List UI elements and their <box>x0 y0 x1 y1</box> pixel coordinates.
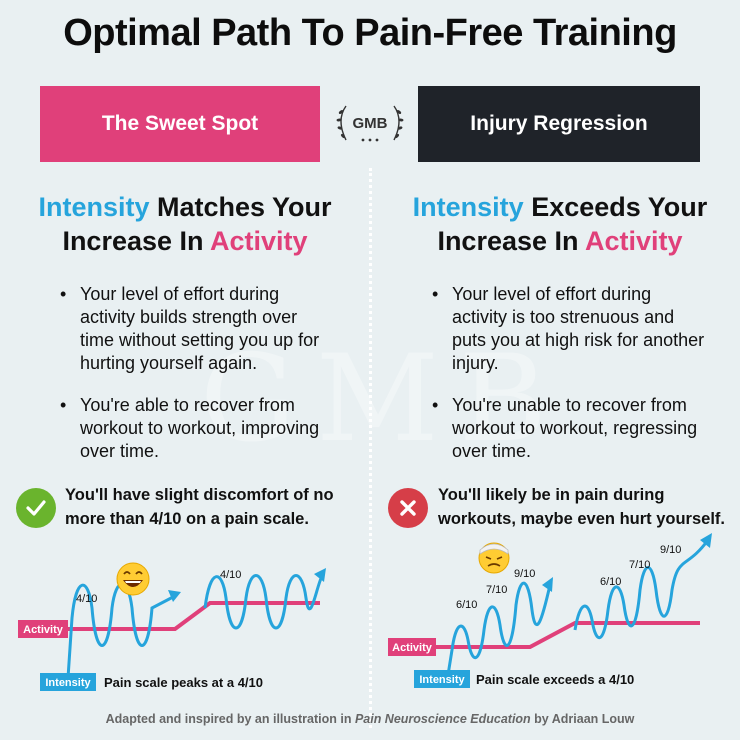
check-icon <box>26 500 46 516</box>
intensity-wave-2 <box>573 539 710 640</box>
left-bullets: Your level of effort during activity bui… <box>60 283 325 482</box>
logo-text: GMB <box>353 115 388 132</box>
list-item: Your level of effort during activity is … <box>432 283 707 375</box>
peak-label: 4/10 <box>220 569 241 581</box>
left-heading-activity: Activity <box>210 226 308 256</box>
right-bullets: Your level of effort during activity is … <box>432 283 707 482</box>
intensity-tag <box>414 670 470 688</box>
footer-book-title: Pain Neuroscience Education <box>354 712 531 726</box>
graph-caption: Pain scale peaks at a 4/10 <box>104 675 263 690</box>
right-graph: Activity Intensity Pain scale exceeds a … <box>388 533 712 688</box>
peak-label: 6/10 <box>600 576 621 588</box>
activity-line <box>388 621 700 649</box>
list-item: Your level of effort during activity bui… <box>60 283 325 375</box>
right-heading-text1: Exceeds Your <box>523 192 708 222</box>
arrow-head-icon <box>314 568 326 582</box>
left-heading-intensity: Intensity <box>38 192 150 222</box>
intensity-tag <box>40 673 96 691</box>
grinning-face-icon <box>116 562 150 596</box>
left-heading: Intensity Matches Your Increase In Activ… <box>20 190 350 258</box>
intensity-tag-label: Intensity <box>45 677 91 689</box>
left-heading-text1: Matches Your <box>149 192 332 222</box>
peak-label: 7/10 <box>629 559 650 571</box>
injury-regression-header: Injury Regression <box>418 86 700 162</box>
right-heading-activity: Activity <box>585 226 683 256</box>
footer-suffix: by Adriaan Louw <box>530 712 635 726</box>
peak-label: 7/10 <box>486 584 507 596</box>
peak-label: 9/10 <box>660 544 681 556</box>
right-heading: Intensity Exceeds Your Increase In Activ… <box>390 190 730 258</box>
left-callout: You'll have slight discomfort of no more… <box>65 486 334 528</box>
right-heading-text2: Increase In <box>437 226 586 256</box>
intensity-wave-2 <box>203 574 324 630</box>
footer-prefix: Adapted and inspired by an illustration … <box>105 712 355 726</box>
x-icon <box>400 500 416 516</box>
page-title: Optimal Path To Pain-Free Training <box>63 12 677 54</box>
sweet-spot-header: The Sweet Spot <box>40 86 320 162</box>
check-badge <box>16 488 56 528</box>
activity-tag <box>18 620 68 638</box>
peak-label: 6/10 <box>456 599 477 611</box>
left-heading-text2: Increase In <box>62 226 211 256</box>
list-item: You're able to recover from workout to w… <box>60 394 325 463</box>
right-heading-intensity: Intensity <box>412 192 524 222</box>
footer-attribution: Adapted and inspired by an illustration … <box>0 712 740 726</box>
arrow-head-icon <box>168 590 181 602</box>
intensity-wave-1 <box>446 581 552 676</box>
x-badge <box>388 488 428 528</box>
gmb-logo-icon: GMB <box>336 105 404 142</box>
activity-line <box>20 601 320 631</box>
right-callout: You'll likely be in pain during workouts… <box>438 486 725 528</box>
activity-tag <box>388 638 436 656</box>
list-item: You're unable to recover from workout to… <box>432 394 707 463</box>
graph-caption: Pain scale exceeds a 4/10 <box>476 672 634 687</box>
arrow-head-icon <box>700 533 712 548</box>
column-divider <box>369 168 372 728</box>
bandaged-face-icon <box>478 542 510 574</box>
intensity-wave-1 <box>66 582 176 679</box>
activity-tag-label: Activity <box>392 642 433 654</box>
injury-regression-header-label: Injury Regression <box>470 112 648 135</box>
peak-label: 9/10 <box>514 568 535 580</box>
intensity-tag-label: Intensity <box>419 674 465 686</box>
peak-label: 4/10 <box>76 593 97 605</box>
left-graph: Activity Intensity Pain scale peaks at a… <box>18 562 326 691</box>
arrow-head-icon <box>542 577 553 592</box>
sweet-spot-header-label: The Sweet Spot <box>101 112 259 135</box>
activity-tag-label: Activity <box>23 624 64 636</box>
